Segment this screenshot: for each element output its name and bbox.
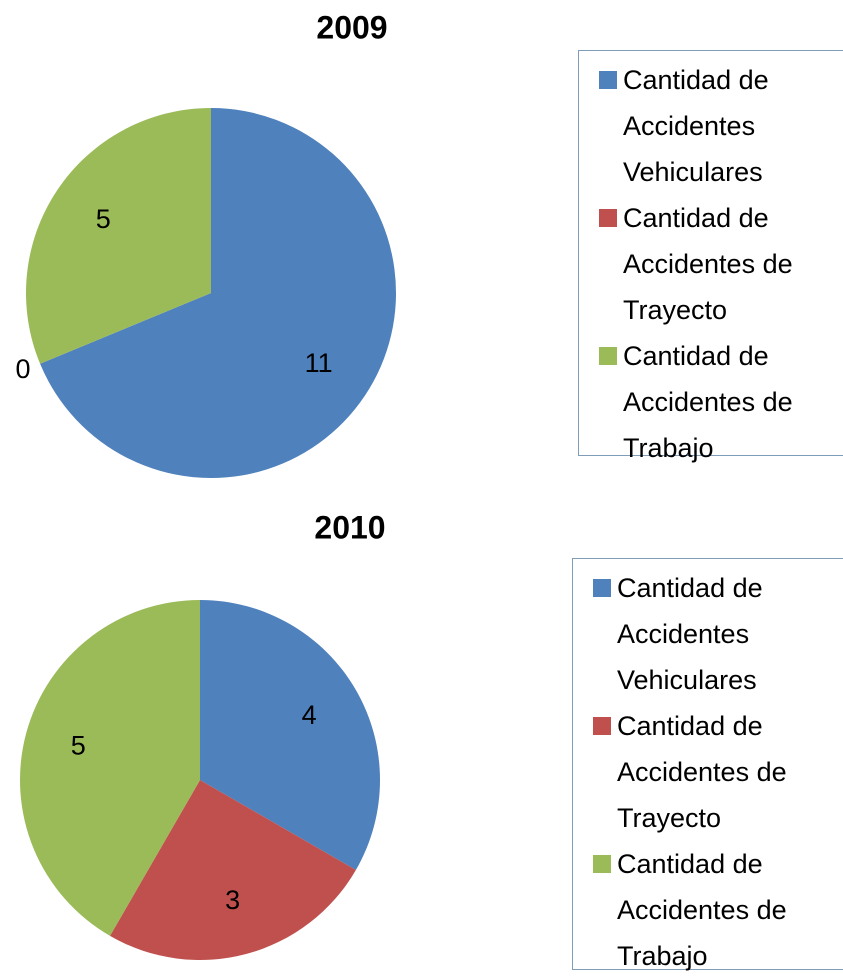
legend-swatch xyxy=(599,71,617,89)
legend-entry: Cantidad de Accidentes Vehiculares xyxy=(599,57,843,195)
legend-entry: Cantidad de Accidentes de Trabajo xyxy=(593,841,843,979)
pie-slice xyxy=(25,108,211,364)
legend-label: Cantidad de Accidentes de Trayecto xyxy=(623,203,793,325)
legend-swatch xyxy=(599,209,617,227)
chart-title: 2009 xyxy=(316,9,387,45)
data-label: 4 xyxy=(302,700,317,730)
pie-slice xyxy=(200,600,380,870)
data-label: 5 xyxy=(96,204,111,234)
legend-label: Cantidad de Accidentes de Trayecto xyxy=(617,711,787,833)
pie-slice xyxy=(40,108,397,479)
legend: Cantidad de Accidentes Vehiculares Cantid… xyxy=(572,558,843,971)
chart-title: 2010 xyxy=(314,509,385,545)
data-label: 3 xyxy=(225,885,240,915)
legend-label: Cantidad de Accidentes de Trabajo xyxy=(617,849,787,971)
legend-swatch xyxy=(593,579,611,597)
legend-entry: Cantidad de Accidentes de Trayecto xyxy=(599,195,843,333)
legend: Cantidad de Accidentes Vehiculares Cantid… xyxy=(578,50,843,463)
legend-label: Cantidad de Accidentes Vehiculares xyxy=(617,573,763,695)
legend-entry: Cantidad de Accidentes de Trayecto xyxy=(593,703,843,841)
pie-slice xyxy=(110,780,356,960)
pie-slice xyxy=(40,293,211,364)
legend-swatch xyxy=(593,717,611,735)
data-label: 0 xyxy=(15,354,30,384)
legend-entry: Cantidad de Accidentes Vehiculares xyxy=(593,565,843,703)
legend-label: Cantidad de Accidentes de Trabajo xyxy=(623,341,793,463)
data-label: 11 xyxy=(305,348,333,378)
legend-swatch xyxy=(593,855,611,873)
data-label: 5 xyxy=(71,731,86,761)
legend-swatch xyxy=(599,347,617,365)
legend-label: Cantidad de Accidentes Vehiculares xyxy=(623,65,769,187)
pie-slice xyxy=(20,600,200,936)
legend-entry: Cantidad de Accidentes de Trabajo xyxy=(599,333,843,471)
